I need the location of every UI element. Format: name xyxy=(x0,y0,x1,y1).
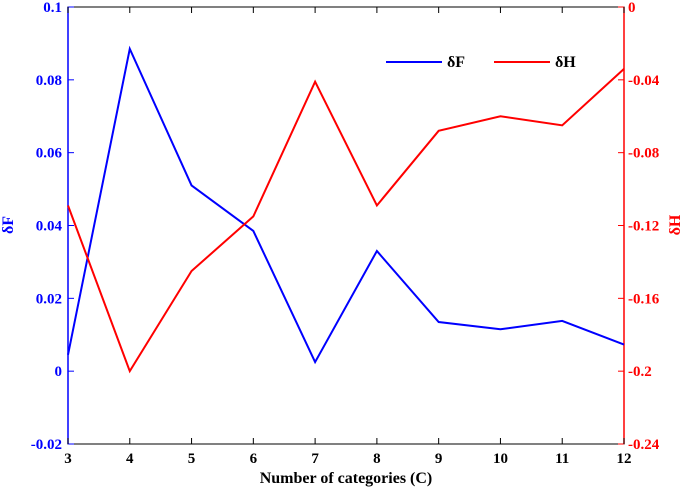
x-tick-label: 8 xyxy=(373,451,381,467)
left-axis: -0.02 0 0.02 0.04 0.06 0.08 0.1 xyxy=(31,0,74,453)
x-tick-label: 7 xyxy=(311,451,319,467)
right-axis: -0.24 -0.2 -0.16 -0.12 -0.08 -0.04 0 xyxy=(618,0,660,453)
series-line-dF xyxy=(67,45,625,365)
legend-label-dF: δF xyxy=(447,54,465,71)
right-axis-title: δH xyxy=(667,214,684,235)
right-tick-label: -0.16 xyxy=(628,291,660,307)
left-axis-title: δF xyxy=(0,216,17,234)
left-tick-label: 0.08 xyxy=(36,73,62,89)
x-tick-label: 5 xyxy=(188,451,196,467)
legend: δF δH xyxy=(386,54,576,71)
x-tick-label: 3 xyxy=(64,451,72,467)
x-tick-label: 6 xyxy=(250,451,258,467)
left-tick-label: -0.02 xyxy=(31,437,62,453)
x-tick-label: 9 xyxy=(435,451,443,467)
legend-label-dH: δH xyxy=(555,54,576,71)
left-tick-label: 0.1 xyxy=(43,0,62,16)
x-axis-title: Number of categories (C) xyxy=(260,470,433,487)
plot-area xyxy=(67,6,625,445)
right-tick-label: -0.08 xyxy=(628,146,659,162)
left-tick-label: 0 xyxy=(55,364,63,380)
series-layer xyxy=(67,45,625,374)
x-tick-label: 4 xyxy=(126,451,134,467)
right-tick-label: -0.12 xyxy=(628,219,659,235)
left-tick-label: 0.02 xyxy=(36,291,62,307)
x-tick-label: 12 xyxy=(617,451,632,467)
x-axis: 3 4 5 6 7 8 9 10 11 12 xyxy=(64,7,632,467)
left-tick-label: 0.06 xyxy=(36,146,63,162)
series-line-dH xyxy=(67,68,625,374)
right-tick-label: 0 xyxy=(628,0,636,16)
x-tick-label: 11 xyxy=(555,451,569,467)
x-tick-label: 10 xyxy=(493,451,508,467)
right-tick-label: -0.24 xyxy=(628,437,660,453)
right-tick-label: -0.2 xyxy=(628,364,652,380)
left-tick-label: 0.04 xyxy=(36,219,63,235)
right-tick-label: -0.04 xyxy=(628,73,660,89)
